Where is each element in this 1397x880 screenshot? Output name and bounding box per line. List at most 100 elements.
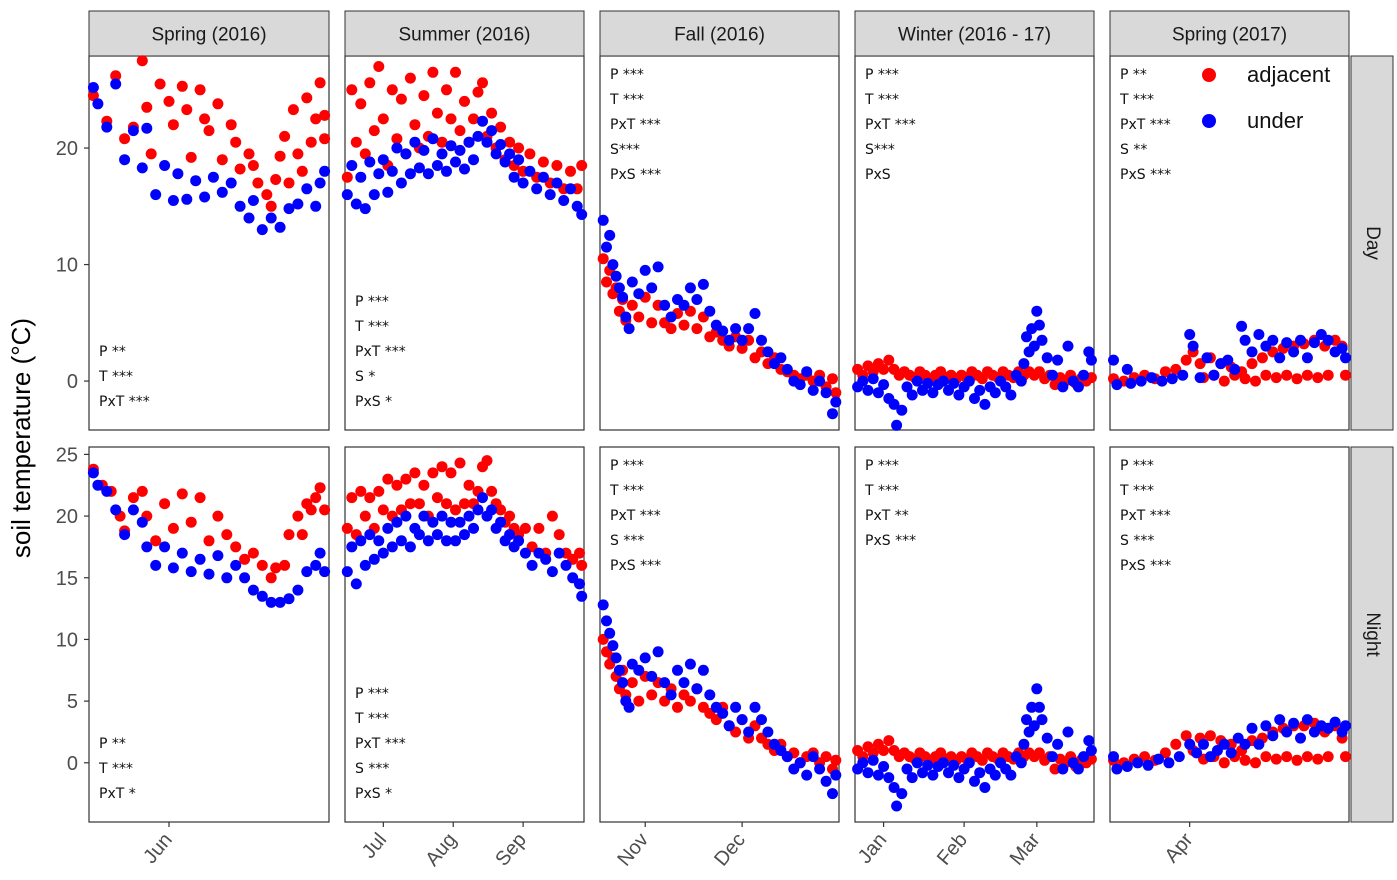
point-under xyxy=(265,596,277,608)
point-under xyxy=(1028,720,1040,732)
significance-label: PxT ** xyxy=(865,508,909,524)
point-adjacent xyxy=(110,70,122,82)
x-tick-label-mar: Mar xyxy=(1006,829,1045,870)
point-under xyxy=(574,578,585,590)
point-under xyxy=(610,270,622,282)
point-under xyxy=(346,160,358,171)
point-under xyxy=(87,82,99,93)
point-adjacent xyxy=(154,78,166,90)
point-under xyxy=(418,510,430,522)
significance-annotations: P ** T *** PxT *** P *** T *** PxT *** S * PxS … xyxy=(98,67,1171,802)
point-under xyxy=(888,398,900,410)
point-under xyxy=(678,677,690,689)
point-under xyxy=(436,148,448,160)
point-under xyxy=(230,559,242,571)
point-adjacent xyxy=(310,113,322,125)
point-adjacent xyxy=(431,107,443,119)
point-adjacent xyxy=(827,373,838,385)
point-under xyxy=(391,516,403,528)
point-adjacent xyxy=(145,148,157,160)
point-under xyxy=(1239,738,1251,750)
point-under xyxy=(422,168,434,180)
point-under xyxy=(216,186,228,198)
point-under xyxy=(937,757,949,769)
significance-label: S *** xyxy=(355,761,389,777)
legend-key-under xyxy=(1202,114,1216,128)
point-under xyxy=(717,707,729,719)
point-adjacent xyxy=(1270,753,1282,765)
point-under xyxy=(319,566,331,578)
point-adjacent xyxy=(519,522,531,534)
point-under xyxy=(1208,369,1220,381)
point-under xyxy=(167,195,179,206)
strip-night xyxy=(1350,446,1394,823)
x-tick-label-feb: Feb xyxy=(933,829,972,870)
point-under xyxy=(1288,717,1300,729)
point-adjacent xyxy=(355,485,367,497)
point-under xyxy=(212,550,224,562)
point-under xyxy=(1236,320,1248,332)
point-under xyxy=(743,323,755,335)
point-under xyxy=(1274,714,1286,726)
point-under xyxy=(691,683,703,695)
point-adjacent xyxy=(878,745,890,756)
point-adjacent xyxy=(574,547,585,559)
point-under xyxy=(531,183,543,195)
point-under xyxy=(801,366,813,378)
point-under xyxy=(508,171,520,183)
point-under xyxy=(1246,346,1258,358)
point-under xyxy=(827,788,838,800)
point-under xyxy=(1308,337,1320,349)
point-under xyxy=(526,559,538,571)
point-adjacent xyxy=(1204,730,1216,742)
significance-label: P *** xyxy=(610,67,644,83)
point-under xyxy=(225,177,237,189)
point-under xyxy=(723,720,735,732)
point-adjacent xyxy=(1301,751,1313,763)
x-tick-label-aug: Aug xyxy=(421,829,461,870)
point-adjacent xyxy=(283,177,295,189)
point-adjacent xyxy=(194,84,206,96)
point-under xyxy=(1295,732,1306,744)
significance-label: T *** xyxy=(1119,483,1154,499)
point-under xyxy=(159,541,171,553)
point-under xyxy=(878,379,890,391)
point-under xyxy=(1021,714,1032,726)
point-under xyxy=(1031,683,1043,695)
point-adjacent xyxy=(319,109,331,121)
point-under xyxy=(400,510,412,522)
point-adjacent xyxy=(230,136,242,148)
point-adjacent xyxy=(1312,372,1324,384)
point-under xyxy=(404,541,416,553)
point-adjacent xyxy=(1291,754,1303,766)
point-adjacent xyxy=(239,553,251,565)
point-under xyxy=(382,522,394,534)
point-adjacent xyxy=(355,98,367,110)
point-under xyxy=(1018,738,1030,750)
point-under xyxy=(540,553,552,565)
x-tick-label-jun: Jun xyxy=(139,829,177,868)
point-under xyxy=(927,769,939,781)
point-under xyxy=(395,535,407,547)
point-adjacent xyxy=(247,160,259,171)
point-under xyxy=(136,516,148,528)
point-under xyxy=(368,189,380,201)
point-under xyxy=(1052,738,1064,750)
strip-summer-2016 xyxy=(344,10,585,57)
point-under xyxy=(953,772,965,784)
point-under xyxy=(537,171,549,183)
point-adjacent xyxy=(391,479,403,491)
point-adjacent xyxy=(454,125,466,137)
point-adjacent xyxy=(436,136,448,148)
point-adjacent xyxy=(265,200,277,212)
point-under xyxy=(762,726,774,738)
point-under xyxy=(736,334,748,346)
point-under xyxy=(604,627,616,639)
point-under xyxy=(450,156,461,168)
point-adjacent xyxy=(672,701,683,713)
point-adjacent xyxy=(341,171,353,183)
point-under xyxy=(652,261,664,273)
point-under xyxy=(472,130,484,142)
point-adjacent xyxy=(646,317,658,329)
point-under xyxy=(604,229,616,241)
